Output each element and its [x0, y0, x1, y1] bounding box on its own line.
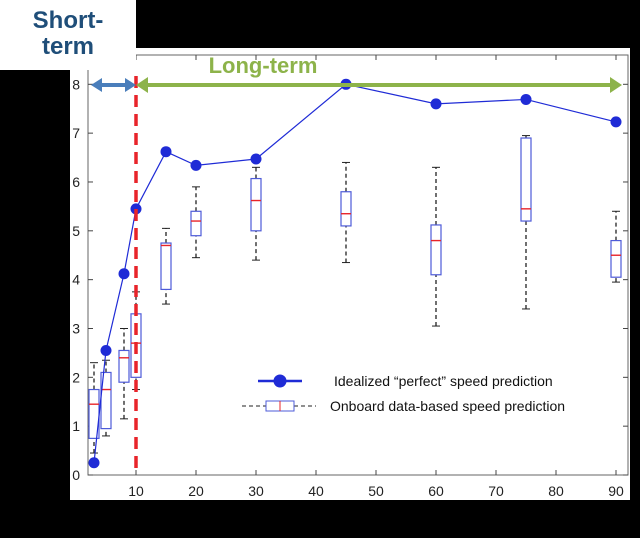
- short-term-label: Short-term: [32, 7, 104, 60]
- x-tick-label: 40: [308, 483, 324, 499]
- box-series-layer: [88, 135, 622, 454]
- ideal-series-point: [610, 116, 622, 128]
- ideal-series-point: [100, 344, 112, 356]
- y-tick-label: 1: [72, 418, 80, 434]
- ideal-series-point: [520, 93, 532, 105]
- x-tick-label: 70: [488, 483, 504, 499]
- long-term-arrowhead-left: [136, 77, 148, 93]
- y-tick-label: 3: [72, 320, 80, 336]
- legend: Idealized “perfect” speed prediction Onbo…: [242, 373, 565, 414]
- ideal-series-point: [88, 457, 100, 469]
- long-term-arrowhead-right: [610, 77, 622, 93]
- box: [520, 137, 532, 222]
- y-tick-label: 7: [72, 125, 80, 141]
- short-term-arrowhead-right: [125, 78, 136, 92]
- short-term-label-box: Short-term: [0, 0, 136, 70]
- annotation-layer: Long-term: [91, 53, 622, 475]
- x-tick-label: 10: [128, 483, 144, 499]
- box: [430, 224, 442, 276]
- ideal-series-point: [430, 98, 442, 110]
- x-tick-label: 20: [188, 483, 204, 499]
- x-tick-label: 60: [428, 483, 444, 499]
- x-tick-label: 80: [548, 483, 564, 499]
- x-tick-label: 90: [608, 483, 624, 499]
- box: [250, 177, 262, 232]
- long-term-label: Long-term: [209, 53, 318, 78]
- y-tick-label: 0: [72, 467, 80, 483]
- x-tick-label: 50: [368, 483, 384, 499]
- ideal-series-point: [250, 153, 262, 165]
- axes-layer: 0 1 2 3 4 5 6 7 8 10 20 30 40 50 60 70 80 90: [72, 55, 628, 499]
- y-tick-label: 4: [72, 272, 80, 288]
- ideal-series-point: [190, 159, 202, 171]
- box: [190, 210, 202, 237]
- short-term-arrowhead-left: [91, 78, 102, 92]
- ideal-series-point: [160, 146, 172, 158]
- legend-label-ideal: Idealized “perfect” speed prediction: [334, 373, 553, 389]
- y-tick-label: 5: [72, 223, 80, 239]
- line-series-layer: [88, 78, 622, 469]
- x-tick-label: 30: [248, 483, 264, 499]
- plot-area-border: [87, 54, 629, 476]
- ideal-series-point: [130, 203, 142, 215]
- box: [118, 349, 130, 383]
- plot-background: [70, 48, 630, 500]
- y-tick-label: 6: [72, 174, 80, 190]
- legend-marker-ideal: [273, 374, 287, 388]
- box: [610, 239, 622, 278]
- legend-label-box: Onboard data-based speed prediction: [330, 398, 565, 414]
- ideal-series-point: [118, 268, 130, 280]
- box: [160, 242, 172, 291]
- y-tick-label: 2: [72, 369, 80, 385]
- box: [340, 191, 352, 227]
- y-tick-label: 8: [72, 76, 80, 92]
